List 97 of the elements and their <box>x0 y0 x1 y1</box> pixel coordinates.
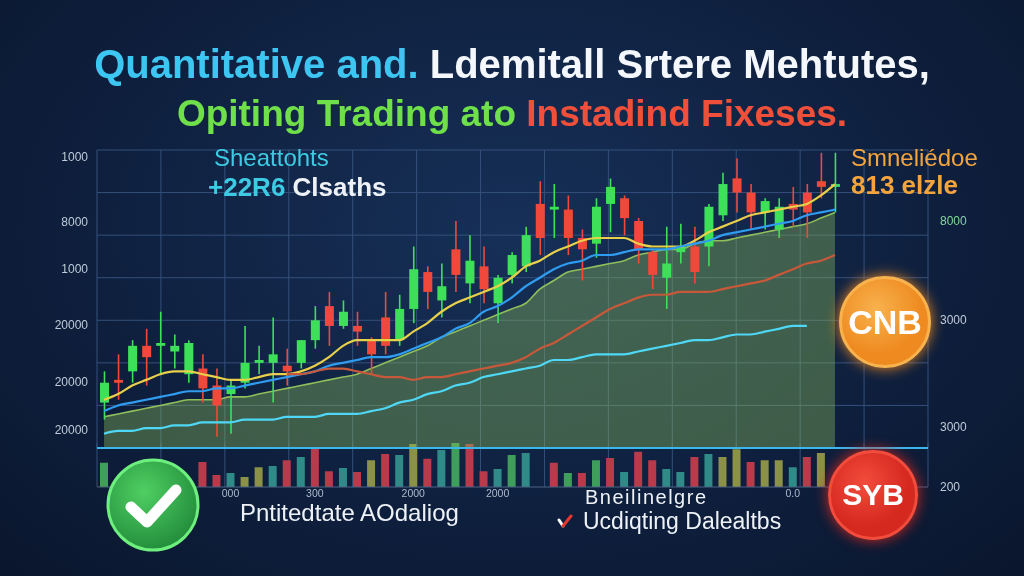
bar <box>353 472 362 487</box>
text: 8000 <box>940 214 967 228</box>
annotation: +22R6 Clsaths <box>208 172 387 202</box>
candlestick <box>746 183 756 231</box>
annotation: Bneilinelgre <box>585 486 708 508</box>
candlestick <box>367 336 377 376</box>
candlestick <box>254 345 264 376</box>
text: 20000 <box>54 318 88 332</box>
candlestick <box>648 248 658 290</box>
bar <box>395 454 404 487</box>
bar <box>465 443 474 487</box>
bar <box>310 446 319 487</box>
text: 1000 <box>61 150 88 164</box>
bar <box>423 458 432 487</box>
bar <box>338 468 347 487</box>
bar <box>549 462 558 487</box>
bar <box>760 460 769 487</box>
text: 20000 <box>54 375 88 389</box>
candlestick <box>760 197 770 231</box>
bar <box>648 460 657 487</box>
text: Pntitedtate AOdaliog <box>240 499 459 526</box>
bar <box>563 472 572 487</box>
text: 20000 <box>54 423 88 437</box>
bar <box>226 472 235 487</box>
candlestick <box>142 328 152 387</box>
bar <box>676 472 685 487</box>
candlestick <box>170 333 180 370</box>
round-badge: SYB <box>828 450 918 540</box>
text: Ucdiqting Dalealtbs <box>583 507 782 534</box>
bar <box>409 443 418 487</box>
bar <box>521 453 530 487</box>
bar <box>254 467 263 487</box>
bar <box>591 460 600 487</box>
text: 3000 <box>940 313 967 327</box>
x-tick-label: 0.0 <box>785 487 801 499</box>
bar <box>788 467 797 487</box>
bar <box>507 454 516 487</box>
candlestick <box>353 310 363 347</box>
round-badge: CNB <box>839 276 931 368</box>
bar <box>493 468 502 487</box>
bar <box>100 462 108 487</box>
text: 200 <box>940 480 961 494</box>
candlestick <box>816 152 826 200</box>
bar <box>381 454 390 487</box>
text: 8000 <box>61 215 88 229</box>
candlestick <box>268 316 278 404</box>
annotation: Sheattohts <box>214 144 329 171</box>
text: 813 elzle <box>851 170 958 200</box>
candlestick <box>507 251 517 285</box>
bar <box>816 453 825 487</box>
candlestick <box>620 194 630 236</box>
bar <box>704 454 713 487</box>
bar <box>282 460 291 487</box>
candlestick <box>465 234 475 305</box>
bar <box>774 460 783 487</box>
x-tick-label: 2000 <box>485 487 510 499</box>
bar <box>296 457 305 487</box>
text: 3000 <box>940 420 967 434</box>
candlestick <box>437 262 447 319</box>
candlestick <box>310 305 320 350</box>
bar <box>212 475 221 487</box>
candlestick <box>156 310 166 376</box>
bar <box>324 471 333 487</box>
bar <box>718 457 727 487</box>
text: 1000 <box>61 262 88 276</box>
bar <box>634 451 643 487</box>
candlestick <box>338 299 348 330</box>
chart-subtitle: Opiting Trading ato Instadind Fixeses. <box>176 93 848 134</box>
bar <box>606 457 615 487</box>
bar <box>451 443 460 487</box>
text: Smneliédoe <box>851 144 978 171</box>
bar <box>620 472 629 487</box>
candlestick <box>549 183 559 239</box>
bar <box>662 468 671 487</box>
candlestick <box>324 291 334 347</box>
bar <box>198 461 207 487</box>
chart-title: Quantitative and. Ldemitall Srtere Mehtutes, <box>94 42 930 86</box>
candlestick <box>114 353 124 401</box>
bar <box>268 465 277 487</box>
x-tick-label: 2000 <box>401 487 426 499</box>
bar <box>690 457 699 487</box>
candlestick <box>662 225 672 310</box>
x-tick-label: 000 <box>221 487 240 499</box>
candlestick <box>479 245 489 305</box>
candlestick <box>423 265 433 310</box>
bar <box>479 471 488 487</box>
bar <box>577 472 586 487</box>
candlestick <box>606 177 616 234</box>
candlestick <box>296 339 306 370</box>
bar <box>746 461 755 487</box>
candlestick <box>732 157 742 214</box>
x-tick-label: 300 <box>306 487 324 499</box>
bar <box>437 450 446 487</box>
bar <box>732 449 741 487</box>
bar <box>367 460 376 487</box>
candlestick <box>100 370 109 421</box>
bar <box>802 457 811 487</box>
